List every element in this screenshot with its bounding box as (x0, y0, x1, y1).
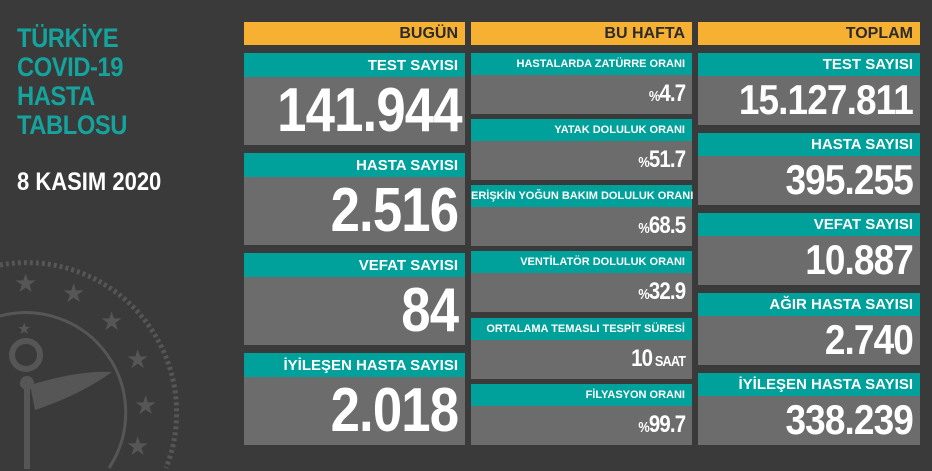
percent-sign: % (638, 286, 649, 303)
stat-label: VENTİLATÖR DOLULUK ORANI (471, 251, 692, 273)
total-stat-card: AĞIR HASTA SAYISI 2.740 (698, 293, 920, 365)
percent-sign: % (638, 154, 649, 171)
seal-outer-ring (0, 260, 180, 469)
svg-text:★: ★ (17, 319, 31, 338)
stat-label: İYİLEŞEN HASTA SAYISI (698, 373, 920, 396)
percent-sign: % (638, 220, 649, 237)
stat-label: İYİLEŞEN HASTA SAYISI (244, 353, 465, 377)
stat-value: 395.255 (785, 156, 914, 203)
stat-value: 10.887 (805, 236, 914, 283)
stat-value: %99.7 (504, 406, 692, 447)
wing-icon (30, 371, 112, 410)
today-header: BUGÜN (244, 22, 465, 45)
stat-value: 2.740 (824, 316, 914, 363)
stat-label: HASTA SAYISI (698, 133, 920, 156)
stat-label: ERİŞKİN YOĞUN BAKIM DOLULUK ORANI (471, 185, 693, 207)
stat-number: 68.5 (648, 212, 686, 239)
stat-value: %32.9 (504, 273, 692, 314)
title-line: COVID-19 (17, 52, 124, 82)
total-stat-card: İYİLEŞEN HASTA SAYISI 338.239 (698, 373, 920, 445)
week-stat-card: ORTALAMA TEMASLI TESPİT SÜRESİ 10 SAAT (471, 318, 692, 379)
week-stat-card: VENTİLATÖR DOLULUK ORANI %32.9 (471, 251, 692, 312)
seal-inner-ring (0, 311, 128, 469)
percent-sign: % (638, 419, 649, 436)
stat-label: TEST SAYISI (244, 53, 465, 77)
report-date: 8 KASIM 2020 (17, 168, 162, 196)
stat-number: 32.9 (648, 278, 686, 305)
stat-label: HASTA SAYISI (244, 153, 465, 177)
stat-value: %68.5 (504, 207, 692, 248)
total-header: TOPLAM (698, 22, 920, 45)
stat-value: 338.239 (785, 396, 914, 443)
percent-sign: % (648, 88, 660, 105)
title-line: HASTA (17, 81, 95, 111)
svg-text:★: ★ (134, 391, 157, 421)
stat-label: AĞIR HASTA SAYISI (698, 293, 920, 316)
stat-number: 99.7 (648, 411, 686, 438)
stat-label: VEFAT SAYISI (244, 253, 465, 277)
today-column: BUGÜN TEST SAYISI 141.944 HASTA SAYISI 2.51… (244, 22, 465, 445)
week-stat-card: HASTALARDA ZATÜRRE ORANI %4.7 (471, 53, 692, 114)
stat-label: HASTALARDA ZATÜRRE ORANI (471, 53, 692, 75)
stat-value: 2.516 (330, 176, 459, 245)
crescent-icon (9, 338, 43, 372)
week-header: BU HAFTA (471, 22, 692, 45)
stat-value: 15.127.811 (738, 76, 914, 123)
svg-text:★: ★ (126, 345, 149, 375)
stat-value: %51.7 (504, 141, 692, 182)
svg-text:★: ★ (14, 269, 37, 299)
title-line: TÜRKİYE (17, 23, 119, 53)
today-stat-card: TEST SAYISI 141.944 (244, 53, 465, 145)
stat-value: 2.018 (330, 376, 459, 445)
caduceus-staff (24, 385, 30, 469)
title-line: TABLOSU (17, 110, 127, 140)
week-column: BU HAFTA HASTALARDA ZATÜRRE ORANI %4.7 YAT… (471, 22, 693, 445)
total-column: TOPLAM TEST SAYISI 15.127.811 HASTA SAYISI… (698, 22, 920, 445)
week-stat-card: YATAK DOLULUK ORANI %51.7 (471, 119, 692, 180)
stat-label: ORTALAMA TEMASLI TESPİT SÜRESİ (471, 318, 692, 340)
total-stat-card: TEST SAYISI 15.127.811 (698, 53, 920, 125)
stat-number: 51.7 (648, 146, 686, 173)
stat-label: TEST SAYISI (698, 53, 920, 76)
unit-suffix: SAAT (652, 353, 686, 370)
stat-value: %4.7 (504, 75, 692, 116)
stat-value: 10 SAAT (504, 340, 692, 381)
today-stat-card: VEFAT SAYISI 84 (244, 253, 465, 345)
stat-label: FİLYASYON ORANI (471, 384, 692, 406)
stat-label: YATAK DOLULUK ORANI (471, 119, 692, 141)
week-stat-card: FİLYASYON ORANI %99.7 (471, 384, 692, 445)
page-title: TÜRKİYE COVID-19 HASTA TABLOSU (17, 24, 127, 140)
stat-label: VEFAT SAYISI (698, 213, 920, 236)
week-stat-card: ERİŞKİN YOĞUN BAKIM DOLULUK ORANI %68.5 (471, 185, 693, 248)
stat-value: 141.944 (277, 76, 462, 145)
stat-number: 4.7 (659, 80, 686, 107)
seal-stars: ★ ★★ ★★★ ★ (14, 269, 157, 462)
stat-number: 10 (631, 345, 653, 372)
total-stat-card: VEFAT SAYISI 10.887 (698, 213, 920, 285)
today-stat-card: HASTA SAYISI 2.516 (244, 153, 465, 245)
svg-text:★: ★ (126, 432, 149, 462)
total-stat-card: HASTA SAYISI 395.255 (698, 133, 920, 205)
svg-text:★: ★ (100, 307, 123, 337)
svg-text:★: ★ (62, 279, 85, 309)
today-stat-card: İYİLEŞEN HASTA SAYISI 2.018 (244, 353, 465, 445)
stat-value: 84 (401, 276, 459, 345)
